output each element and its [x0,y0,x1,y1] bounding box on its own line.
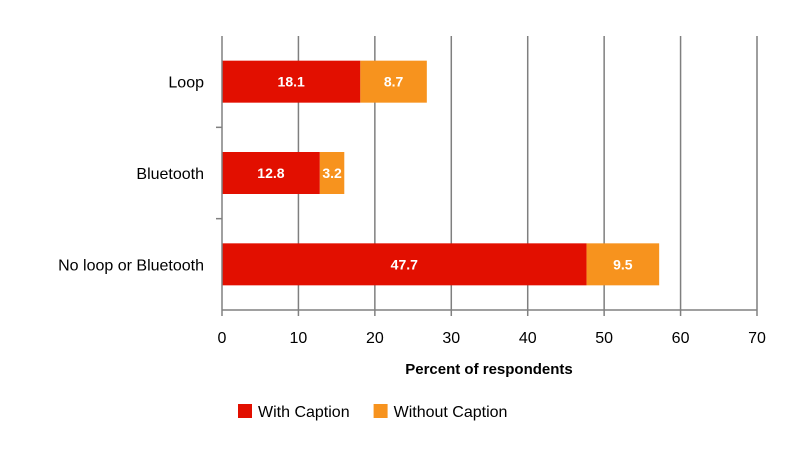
legend-swatch [238,404,252,418]
data-label: 3.2 [322,165,342,181]
legend: With Caption Without Caption [238,404,507,421]
data-label: 12.8 [257,165,284,181]
legend-label: With Caption [258,404,350,421]
bar-segment [319,152,345,194]
legend-swatch [373,404,388,418]
x-tick-label: 30 [442,330,460,347]
bar-segment [586,243,660,286]
x-tick-label: 60 [672,330,690,347]
axes [221,36,757,311]
x-tick-label: 40 [519,330,537,347]
x-tick-label: 10 [290,330,308,347]
legend-label: Without Caption [394,404,508,421]
category-label: No loop or Bluetooth [58,257,204,274]
x-tick-label: 70 [748,330,766,347]
bar-segment [360,60,427,103]
category-labels: Loop Bluetooth No loop or Bluetooth [58,75,204,275]
x-tick-label: 50 [595,330,613,347]
x-axis-title: Percent of respondents [405,361,573,378]
category-label: Bluetooth [136,166,204,183]
x-tick-label: 0 [218,330,227,347]
data-label: 47.7 [391,256,418,272]
data-label: 8.7 [384,74,404,90]
bars: 18.1 8.7 12.8 3.2 47.7 9.5 [222,60,660,286]
data-label: 18.1 [278,74,305,90]
bar-segment [222,152,320,194]
x-tick-label: 20 [366,330,384,347]
bar-segment [222,243,587,286]
category-label: Loop [168,75,204,92]
bar-segment [222,60,361,103]
data-label: 9.5 [613,256,633,272]
x-ticks: 0 10 20 30 40 50 60 70 [216,126,766,347]
